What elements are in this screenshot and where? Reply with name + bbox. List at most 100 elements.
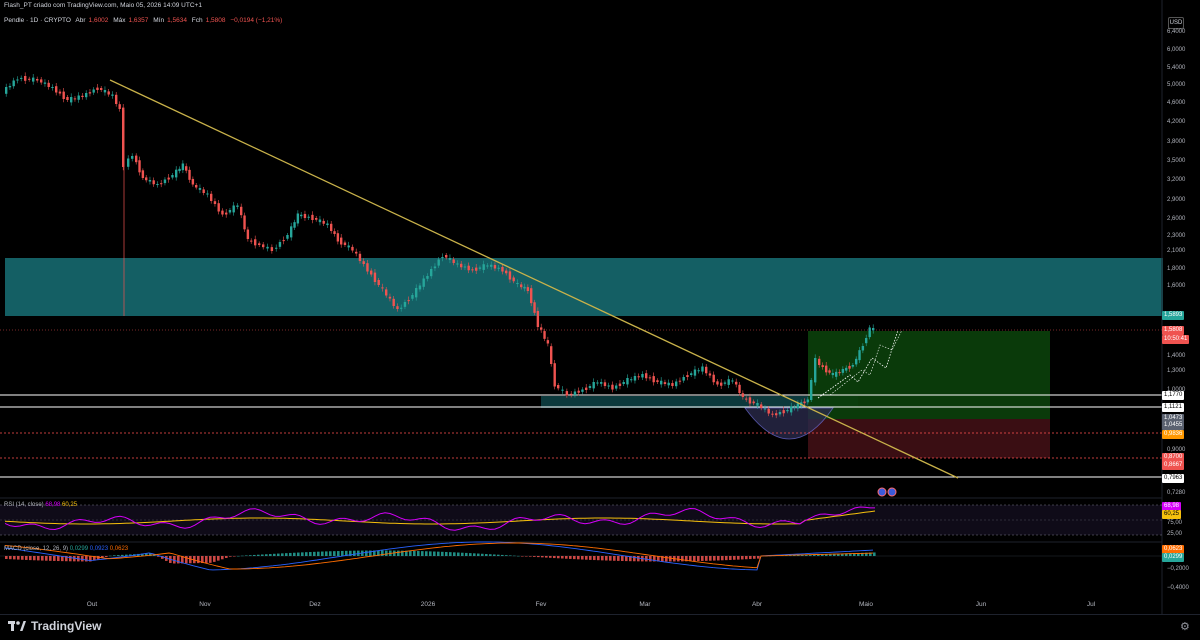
candle-body: [254, 239, 257, 246]
macd-histogram-bar: [29, 556, 32, 561]
candle-body: [167, 177, 170, 180]
symbol-title[interactable]: Pendle · 1D · CRYPTO: [4, 17, 71, 24]
candle-body: [603, 382, 607, 386]
rsi-legend[interactable]: RSI (14, close) 68,98 60,25: [4, 502, 77, 508]
macd-histogram-bar: [329, 551, 332, 556]
macd-histogram-bar: [157, 556, 160, 557]
candle-body: [763, 408, 767, 410]
time-axis-label: Abr: [751, 601, 763, 608]
macd-histogram-bar: [257, 554, 260, 556]
candle-body: [818, 358, 821, 365]
macd-histogram-bar: [653, 556, 656, 562]
macd-histogram-bar: [209, 556, 212, 563]
rsi-value: 68,98: [45, 502, 61, 508]
signal-line: [4, 542, 874, 570]
candle-body: [756, 403, 759, 406]
macd-pane[interactable]: [0, 541, 1162, 571]
macd-histogram-bar: [657, 556, 660, 562]
support-zone[interactable]: [541, 396, 858, 408]
macd-histogram-bar: [717, 556, 720, 561]
macd-histogram-bar: [253, 554, 256, 556]
candle-body: [745, 398, 748, 400]
candle-body: [400, 307, 403, 309]
candle-body: [656, 380, 659, 382]
resistance-zone[interactable]: [5, 258, 1163, 316]
countdown-label: 10:50:41: [1162, 335, 1190, 344]
candle-body: [452, 259, 455, 263]
macd-histogram-bar: [537, 556, 540, 558]
macd-histogram-bar: [517, 555, 520, 557]
macd-histogram-bar: [753, 556, 756, 559]
macd-hist-value: 0,0299: [69, 546, 89, 552]
macd-histogram-bar: [153, 554, 156, 556]
macd-histogram-bar: [857, 552, 860, 556]
macd-histogram-bar: [589, 556, 592, 560]
candle-body: [347, 245, 350, 248]
price-axis-label: 0,7280: [1167, 490, 1186, 496]
stop-loss-zone[interactable]: [808, 419, 1050, 458]
macd-histogram-bar: [121, 554, 124, 556]
candle-body: [77, 95, 80, 100]
time-axis-label: Out: [86, 601, 98, 608]
take-profit-zone[interactable]: [808, 331, 1050, 419]
macd-histogram-bar: [557, 556, 560, 559]
price-axis-label: 1,4000: [1167, 353, 1186, 359]
candle-body: [426, 276, 429, 279]
candle-body: [418, 285, 422, 290]
price-axis-label: 3,2000: [1167, 177, 1186, 183]
event-icon-1[interactable]: [877, 487, 887, 497]
candle-body: [810, 380, 813, 400]
rsi-axis-25: 25,00: [1167, 531, 1183, 537]
macd-histogram-bar: [5, 556, 8, 559]
macd-histogram-bar: [509, 555, 512, 556]
tradingview-logo[interactable]: TradingView: [8, 619, 101, 633]
candle-body: [286, 235, 289, 239]
macd-histogram-bar: [629, 556, 632, 562]
gear-icon[interactable]: ⚙: [1180, 621, 1190, 633]
candle-body: [138, 160, 141, 173]
rounding-bottom-arc[interactable]: [744, 407, 834, 440]
candle-body: [300, 214, 303, 217]
target-price-label: 1,5893: [1162, 311, 1185, 320]
macd-histogram-bar: [593, 556, 596, 561]
macd-histogram-bar: [261, 554, 264, 556]
macd-histogram-bar: [453, 552, 456, 556]
price-axis-label: 3,5000: [1167, 158, 1186, 164]
event-icon-2[interactable]: [887, 487, 897, 497]
level-2-label: 1,1121: [1162, 403, 1184, 412]
macd-histogram-bar: [233, 556, 236, 557]
projection-path[interactable]: [817, 329, 899, 399]
candle-body: [127, 158, 130, 167]
macd-histogram-bar: [201, 556, 204, 564]
macd-histogram-bar: [533, 556, 536, 557]
macd-histogram-bar: [69, 556, 72, 562]
macd-histogram-bar: [561, 556, 564, 559]
candle-body: [516, 283, 519, 284]
time-axis-label: Mar: [639, 601, 651, 608]
candle-body: [460, 263, 463, 268]
macd-title: MACD (close, 12, 26, 9): [4, 546, 69, 552]
candle-body: [533, 302, 536, 313]
projection-path-2[interactable]: [829, 329, 903, 396]
macd-histogram-bar: [325, 551, 328, 556]
candle-body: [100, 88, 103, 90]
macd-histogram-bar: [73, 556, 76, 562]
macd-histogram-bar: [585, 556, 588, 560]
currency-button[interactable]: USD: [1168, 17, 1184, 29]
rsi-pane[interactable]: [0, 504, 1162, 536]
candles: [5, 72, 875, 419]
macd-histogram-bar: [321, 551, 324, 556]
candle-body: [693, 369, 697, 376]
macd-histogram-bar: [601, 556, 604, 561]
candle-body: [505, 270, 508, 274]
candle-body: [660, 380, 663, 385]
downtrend-line[interactable]: [109, 79, 959, 479]
macd-histogram-bar: [317, 551, 320, 556]
candle-body: [85, 93, 88, 98]
ohlc-change: −0,0194 (−1,21%): [230, 17, 283, 24]
candle-body: [814, 358, 817, 383]
macd-histogram-bar: [13, 556, 16, 560]
macd-legend[interactable]: MACD (close, 12, 26, 9) 0,0299 0,0923 0,…: [4, 546, 128, 552]
macd-histogram-bar: [205, 556, 208, 563]
